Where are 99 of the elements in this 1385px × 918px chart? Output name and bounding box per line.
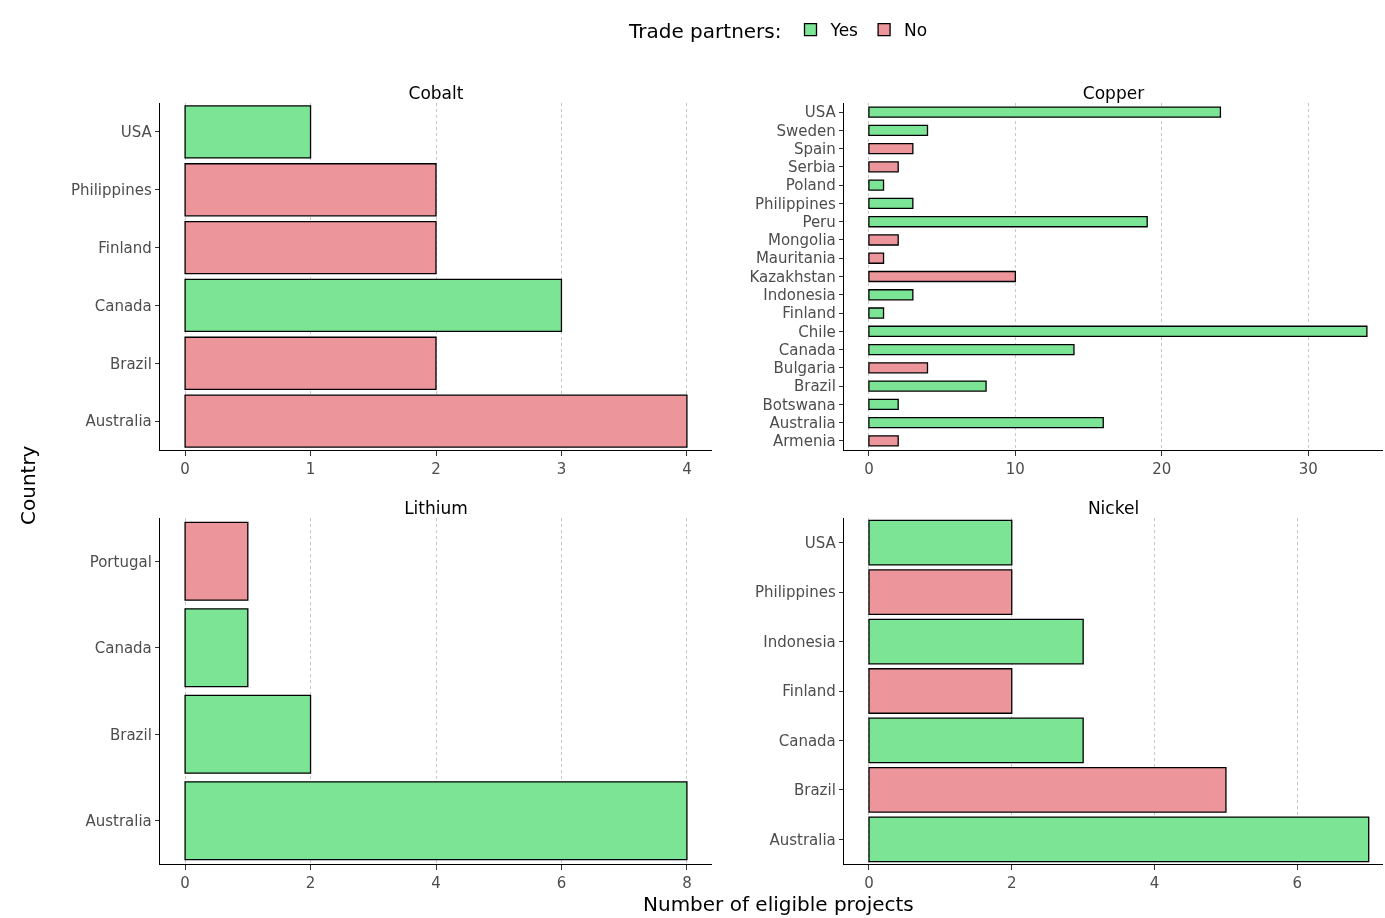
chart-title: Copper (1082, 83, 1145, 103)
bar (868, 234, 899, 246)
bar (184, 336, 437, 390)
bar (868, 307, 885, 319)
y-tick-label: Portugal (89, 552, 152, 571)
bar (184, 781, 688, 861)
legend-label: Yes (829, 20, 859, 41)
x-tick-label: 2 (305, 874, 316, 893)
bar (868, 124, 929, 137)
y-tick-label: Mongolia (767, 231, 836, 250)
bar (184, 278, 563, 333)
bar (868, 717, 1084, 764)
bar (868, 270, 1017, 283)
bar (868, 179, 885, 191)
legend-label: No (904, 20, 928, 41)
bar (868, 816, 1370, 863)
bar (868, 289, 914, 301)
x-tick-label: 3 (556, 460, 567, 479)
bar (184, 694, 312, 774)
y-tick-label: Philippines (754, 194, 836, 213)
x-tick-label: 0 (864, 874, 874, 893)
bar (184, 220, 437, 275)
legend-title: Trade partners: (628, 19, 782, 43)
y-tick-label: Philippines (754, 583, 836, 602)
bar (868, 398, 899, 411)
y-tick-label: Canada (778, 340, 836, 359)
y-tick-label: Australia (85, 812, 152, 830)
x-tick-label: 20 (1152, 460, 1172, 479)
x-tick-label: 4 (1149, 874, 1160, 893)
bar (184, 608, 249, 688)
bar (868, 325, 1368, 337)
y-tick-label: USA (120, 123, 153, 142)
y-tick-label: Kazakhstan (749, 267, 836, 286)
x-tick-label: 2 (431, 460, 441, 479)
y-tick-label: Chile (798, 322, 836, 341)
x-tick-label: 0 (180, 460, 190, 479)
bar (868, 252, 885, 264)
x-tick-label: 6 (556, 874, 567, 893)
y-tick-label: Australia (769, 413, 836, 432)
x-tick-label: 10 (1005, 460, 1025, 479)
bar (868, 416, 1104, 429)
bar (184, 105, 312, 159)
x-tick-label: 1 (305, 460, 316, 479)
y-tick-label: Botswana (762, 395, 836, 414)
bar (868, 216, 1148, 228)
bar (868, 197, 914, 210)
y-tick-label: Brazil (109, 725, 152, 744)
bar (868, 569, 1013, 616)
x-tick-label: 4 (682, 460, 692, 479)
y-tick-label: USA (804, 533, 837, 552)
x-tick-label: 4 (431, 874, 441, 893)
bar (868, 519, 1013, 566)
bar (184, 521, 249, 601)
y-tick-label: Indonesia (763, 632, 836, 651)
bar (868, 362, 929, 374)
bar (184, 163, 437, 217)
y-tick-label: Brazil (793, 377, 836, 396)
y-tick-label: USA (804, 103, 837, 122)
bar (868, 766, 1227, 813)
chart-title: Cobalt (408, 83, 464, 103)
x-tick-label: 0 (180, 874, 190, 893)
x-tick-label: 8 (682, 874, 692, 893)
y-tick-label: Philippines (70, 181, 152, 199)
y-tick-label: Finland (782, 304, 836, 323)
y-tick-label: Serbia (787, 158, 836, 177)
y-tick-label: Bulgaria (773, 359, 836, 378)
bar (868, 161, 899, 173)
x-tick-label: 30 (1298, 460, 1318, 479)
bar (868, 668, 1013, 714)
y-tick-label: Canada (778, 731, 836, 750)
y-tick-label: Armenia (772, 432, 836, 451)
x-tick-label: 0 (864, 460, 874, 479)
bar (868, 380, 987, 392)
y-axis-title: Country (16, 445, 40, 525)
chart-title: Nickel (1087, 498, 1140, 518)
y-tick-label: Brazil (109, 354, 152, 373)
x-tick-label: 6 (1292, 874, 1303, 893)
y-tick-label: Peru (802, 212, 836, 231)
x-axis-title: Number of eligible projects (643, 892, 914, 916)
bar (868, 435, 899, 447)
x-tick-label: 2 (1007, 874, 1017, 893)
bar (184, 394, 688, 448)
chart-title: Lithium (404, 498, 468, 518)
y-tick-label: Sweden (776, 121, 836, 140)
y-tick-label: Spain (793, 139, 836, 158)
y-tick-label: Canada (94, 296, 152, 315)
y-tick-label: Poland (785, 176, 836, 195)
y-tick-label: Finland (782, 682, 836, 701)
y-tick-label: Australia (769, 830, 836, 849)
y-tick-label: Indonesia (763, 286, 836, 305)
bar (868, 343, 1075, 356)
bar (868, 142, 914, 155)
y-tick-label: Australia (85, 412, 152, 431)
y-tick-label: Finland (98, 238, 152, 257)
y-tick-label: Mauritania (755, 249, 836, 268)
bar (868, 106, 1222, 118)
y-tick-label: Brazil (793, 781, 836, 800)
bar (868, 618, 1084, 665)
y-tick-label: Canada (94, 639, 152, 657)
